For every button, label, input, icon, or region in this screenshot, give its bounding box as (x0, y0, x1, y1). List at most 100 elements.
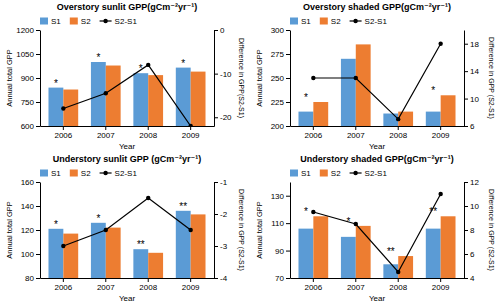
tick-mark (36, 278, 40, 279)
legend: S1S2S2-S1 (40, 17, 137, 26)
marker (311, 76, 315, 80)
annotation: * (54, 78, 58, 89)
tick: 100 (21, 250, 40, 259)
bar (133, 249, 148, 278)
legend-item: S1 (40, 17, 61, 26)
tick: 225 (271, 98, 290, 107)
tick-label: 0 (220, 26, 225, 35)
tick-mark (148, 126, 149, 130)
bar (176, 68, 191, 126)
legend: S1S2S2-S1 (290, 169, 387, 178)
bar-series (48, 211, 190, 278)
line (313, 194, 440, 272)
tick-mark (440, 278, 441, 282)
legend-label: S2-S1 (365, 17, 388, 26)
line-series (61, 63, 193, 126)
axis-line (291, 126, 465, 127)
tick-label: 900 (21, 74, 35, 83)
tick-mark (36, 102, 40, 103)
tick-mark (464, 44, 468, 45)
marker (311, 210, 315, 214)
legend-swatch (70, 170, 78, 177)
tick-mark (464, 278, 468, 279)
tick-label: 2009 (182, 131, 200, 140)
title: Understory shaded GPP(gCm⁻²yr⁻¹) (300, 154, 454, 164)
tick-label: 90 (275, 247, 284, 256)
tick-mark (214, 30, 218, 31)
bar (341, 59, 356, 126)
legend-label: S2-S1 (365, 169, 388, 178)
axis-line (291, 278, 465, 279)
y-axis: 80100120140160 (21, 178, 41, 283)
legend-item: S1 (290, 169, 311, 178)
tick-mark (63, 126, 64, 130)
legend-item: S2 (70, 169, 91, 178)
tick: 300 (271, 26, 290, 35)
tick-label: 70 (275, 274, 284, 283)
tick-mark (214, 182, 218, 183)
bar (398, 112, 413, 126)
annotation: * (96, 52, 100, 63)
y2-axis-title: Difference in GPP (S2-S1) (487, 189, 495, 271)
tick: -2 (214, 210, 228, 219)
tick-label: -3 (220, 242, 228, 251)
tick-label: 2007 (347, 131, 365, 140)
tick-mark (286, 196, 290, 197)
bar (341, 237, 356, 278)
tick: 2008 (389, 126, 407, 140)
marker (104, 91, 108, 95)
tick-label: 6 (470, 250, 475, 259)
tick-label: 110 (271, 219, 284, 228)
title: Overstory shaded GPP(gCm⁻²yr⁻¹) (303, 2, 451, 12)
tick-mark (286, 223, 290, 224)
tick: 2006 (304, 278, 322, 292)
bar (383, 264, 398, 278)
tick: 200 (271, 122, 290, 131)
marker (188, 124, 192, 126)
y-axis-title: Annual total GPP (5, 201, 14, 259)
line (63, 65, 190, 126)
bar (298, 112, 313, 126)
tick: 2008 (139, 126, 157, 140)
y2-axis: 4681012 (464, 178, 479, 283)
tick-label: -10 (220, 70, 232, 79)
x-axis-title: Year (369, 294, 386, 303)
tick: 2006 (304, 126, 322, 140)
line (313, 44, 440, 119)
bar-series (63, 66, 205, 126)
bar (191, 72, 206, 126)
tick-mark (36, 54, 40, 55)
marker (396, 117, 400, 121)
tick: -10 (214, 70, 232, 79)
tick: 2009 (182, 126, 200, 140)
tick-mark (190, 126, 191, 130)
tick-label: 750 (21, 98, 35, 107)
bar (298, 229, 313, 278)
tick-label: 2007 (97, 283, 115, 292)
tick: 6 (464, 250, 475, 259)
tick: 10 (464, 202, 479, 211)
tick: 70 (275, 274, 290, 283)
y-axis: 7090110130 (271, 183, 291, 284)
tick-mark (214, 246, 218, 247)
tick-label: 10 (470, 202, 479, 211)
annotation: * (54, 219, 58, 230)
tick-mark (464, 182, 468, 183)
annotation: * (96, 213, 100, 224)
legend-label: S2 (81, 169, 91, 178)
tick-label: 80 (25, 274, 34, 283)
bar (441, 95, 456, 126)
axis-line (290, 31, 291, 127)
bar (383, 114, 398, 126)
tick-mark (440, 126, 441, 130)
tick: 2007 (97, 278, 115, 292)
tick-label: 2008 (389, 131, 407, 140)
legend-swatch (103, 19, 107, 23)
axis-line (41, 278, 215, 279)
tick-mark (36, 30, 40, 31)
x-axis-title: Year (369, 142, 386, 151)
x-axis: 2006200720082009 (291, 126, 465, 140)
tick-mark (398, 278, 399, 282)
marker (146, 196, 150, 200)
line-series (311, 42, 443, 122)
